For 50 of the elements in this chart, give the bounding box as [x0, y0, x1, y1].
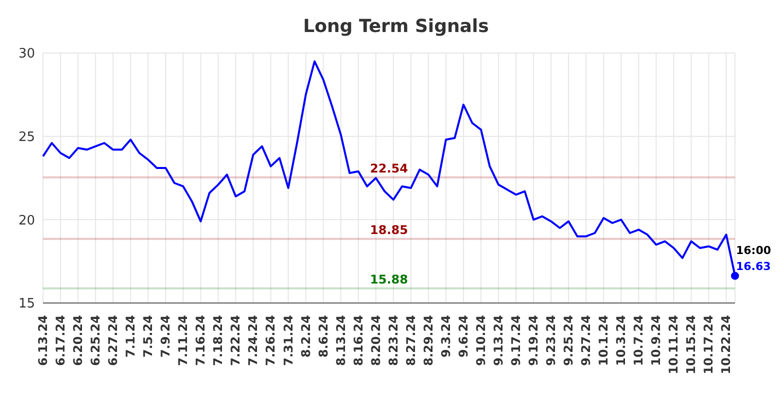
x-tick-label: 7.1.24 [124, 315, 138, 358]
x-tick-label: 6.13.24 [36, 315, 50, 366]
data-label: 16.63 [736, 260, 771, 273]
x-tick-label: 9.13.24 [491, 315, 506, 366]
x-tick-label: 9.6.24 [456, 315, 470, 358]
x-tick-label: 6.27.24 [106, 315, 120, 366]
y-tick-label: 20 [18, 213, 35, 228]
text: 16:00 [736, 244, 772, 257]
x-tick-label: 10.11.24 [666, 315, 681, 374]
x-tick-label: 8.6.24 [316, 315, 330, 358]
x-tick-label: 9.17.24 [509, 315, 524, 366]
x-tick-label: 7.24.24 [246, 315, 260, 366]
y-tick-label: 30 [18, 46, 35, 62]
x-tick-label: 10.1.24 [596, 315, 611, 366]
x-tick-label: 9.23.24 [544, 315, 558, 366]
x-tick-label: 9.19.24 [526, 315, 541, 366]
x-tick-label: 6.20.24 [71, 315, 86, 366]
x-tick-label: 9.3.24 [438, 315, 453, 358]
x-tick-label: 8.23.24 [386, 315, 400, 366]
x-tick-label: 7.16.24 [194, 315, 208, 366]
x-tick-label: 7.5.24 [141, 315, 156, 358]
x-tick-label: 7.11.24 [176, 315, 190, 366]
ref-line-label: 22.54 [370, 161, 408, 176]
x-tick-label: 9.25.24 [562, 315, 576, 366]
x-tick-label: 8.16.24 [351, 315, 366, 366]
y-tick-label: 15 [18, 296, 35, 312]
x-tick-label: 7.31.24 [281, 315, 296, 366]
x-tick-label: 10.9.24 [649, 315, 664, 366]
x-tick-label: 10.3.24 [614, 315, 628, 366]
chart-title: Long Term Signals [302, 16, 490, 37]
x-tick-label: 9.27.24 [579, 315, 594, 366]
x-tick-label: 8.27.24 [404, 315, 418, 366]
x-tick-label: 10.15.24 [684, 315, 698, 374]
x-tick-label: 8.20.24 [368, 315, 383, 366]
x-tick-label: 10.7.24 [632, 315, 646, 366]
x-tick-label: 8.13.24 [334, 315, 348, 366]
ref-line-label: 15.88 [370, 272, 408, 286]
x-tick-label: 7.26.24 [264, 315, 278, 366]
x-tick-label: 7.22.24 [228, 315, 243, 366]
x-tick-label: 9.10.24 [474, 315, 488, 366]
y-tick-label: 25 [18, 130, 35, 145]
x-tick-label: 10.22.24 [719, 315, 734, 374]
ref-line-label: 18.85 [370, 222, 408, 237]
x-tick-label: 6.17.24 [54, 315, 68, 366]
x-tick-label: 10.17.24 [702, 315, 716, 374]
x-tick-label: 8.2.24 [298, 315, 313, 358]
x-tick-label: 7.18.24 [211, 315, 226, 366]
x-tick-label: 8.29.24 [421, 315, 436, 366]
x-tick-label: 6.25.24 [88, 315, 103, 366]
x-tick-label: 7.9.24 [158, 315, 173, 358]
